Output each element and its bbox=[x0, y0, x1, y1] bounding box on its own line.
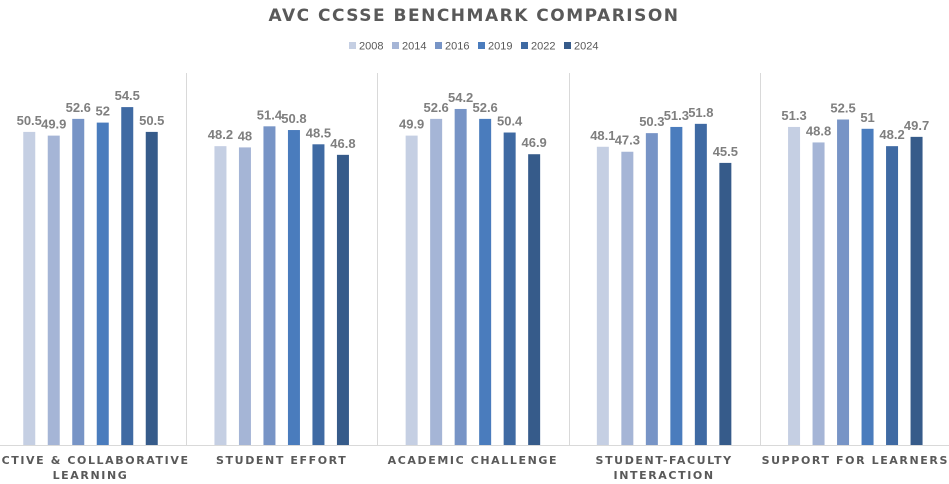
bar-2016 bbox=[454, 108, 467, 446]
bar-2016 bbox=[72, 118, 85, 445]
legend-label-2014: 2014 bbox=[402, 41, 426, 53]
data-label-2014: 47.3 bbox=[615, 133, 640, 148]
category-label: SUPPORT FOR LEARNERS bbox=[762, 454, 949, 467]
legend-swatch-2008 bbox=[349, 42, 356, 49]
data-label-2014: 52.6 bbox=[423, 100, 448, 115]
category-label: ACADEMIC CHALLENGE bbox=[388, 454, 559, 467]
bar-2008 bbox=[214, 146, 227, 445]
legend-label-2016: 2016 bbox=[445, 41, 469, 53]
legend-swatch-2016 bbox=[435, 42, 442, 49]
legend-swatch-2024 bbox=[564, 42, 571, 49]
data-label-2014: 49.9 bbox=[41, 117, 66, 132]
category-label: LEARNING bbox=[53, 469, 129, 482]
data-label-2022: 48.2 bbox=[879, 127, 904, 142]
group-dividers bbox=[186, 73, 761, 445]
bar-2019 bbox=[96, 122, 109, 445]
bar-2008 bbox=[788, 126, 801, 445]
category-label: STUDENT-FACULTY bbox=[596, 454, 733, 467]
legend-swatch-2014 bbox=[392, 42, 399, 49]
bar-2008 bbox=[23, 131, 36, 445]
bar-2022 bbox=[312, 144, 325, 446]
category-labels: ACTIVE & COLLABORATIVE LEARNING STUDENT EF… bbox=[0, 454, 949, 482]
bar-2016 bbox=[263, 126, 276, 445]
bar-2022 bbox=[503, 132, 516, 445]
data-label-2014: 48 bbox=[238, 128, 252, 143]
data-label-2024: 46.9 bbox=[521, 135, 546, 150]
bar-2022 bbox=[694, 123, 707, 445]
data-label-2022: 48.5 bbox=[306, 125, 331, 140]
data-label-2022: 50.4 bbox=[497, 114, 523, 129]
data-label-2016: 52.5 bbox=[830, 101, 855, 116]
bar-2024 bbox=[719, 162, 732, 445]
data-label-2024: 45.5 bbox=[713, 144, 738, 159]
bar-2019 bbox=[670, 126, 683, 445]
data-label-2024: 46.8 bbox=[330, 136, 355, 151]
data-label-2019: 52.6 bbox=[472, 100, 497, 115]
bar-2014 bbox=[621, 151, 634, 446]
data-label-2022: 54.5 bbox=[115, 88, 140, 103]
data-label-2008: 50.5 bbox=[17, 113, 42, 128]
data-label-2016: 54.2 bbox=[448, 90, 473, 105]
bar-2008 bbox=[405, 135, 418, 445]
data-label-2024: 49.7 bbox=[904, 118, 929, 133]
category-label: ACTIVE & COLLABORATIVE bbox=[0, 454, 190, 467]
data-label-2008: 48.1 bbox=[590, 128, 615, 143]
bar-2019 bbox=[861, 128, 874, 446]
bar-2019 bbox=[479, 118, 492, 445]
data-label-2014: 48.8 bbox=[806, 123, 831, 138]
bar-2014 bbox=[47, 135, 60, 445]
bars bbox=[23, 107, 923, 446]
legend-swatch-2019 bbox=[478, 42, 485, 49]
bar-2022 bbox=[121, 107, 134, 445]
legend-label-2008: 2008 bbox=[359, 41, 383, 53]
bar-2008 bbox=[596, 146, 609, 445]
data-label-2019: 51 bbox=[860, 110, 874, 125]
legend-label-2019: 2019 bbox=[488, 41, 512, 53]
data-label-2016: 51.4 bbox=[257, 107, 283, 122]
data-label-2008: 49.9 bbox=[399, 117, 424, 132]
bar-2014 bbox=[430, 118, 443, 445]
bar-2024 bbox=[528, 154, 541, 445]
legend-swatch-2022 bbox=[521, 42, 528, 49]
bar-2022 bbox=[886, 146, 899, 445]
bar-2014 bbox=[812, 142, 825, 445]
data-label-2022: 51.8 bbox=[688, 105, 713, 120]
data-label-2024: 50.5 bbox=[139, 113, 164, 128]
category-label: STUDENT EFFORT bbox=[216, 454, 347, 467]
data-label-2016: 52.6 bbox=[66, 100, 91, 115]
bar-2016 bbox=[645, 133, 658, 445]
legend: 2008 2014 2016 2019 2022 2024 bbox=[349, 41, 598, 53]
data-label-2019: 52 bbox=[96, 104, 110, 119]
data-label-2019: 51.3 bbox=[664, 108, 689, 123]
category-label: INTERACTION bbox=[614, 469, 715, 482]
data-label-2016: 50.3 bbox=[639, 114, 664, 129]
chart-title: AVC CCSSE BENCHMARK COMPARISON bbox=[268, 6, 679, 26]
data-label-2008: 48.2 bbox=[208, 127, 233, 142]
bar-2024 bbox=[336, 154, 349, 445]
data-label-2019: 50.8 bbox=[281, 111, 306, 126]
legend-label-2022: 2022 bbox=[531, 41, 555, 53]
legend-label-2024: 2024 bbox=[574, 41, 598, 53]
bar-2014 bbox=[238, 147, 251, 445]
bar-2019 bbox=[287, 130, 300, 446]
bar-2016 bbox=[837, 119, 850, 445]
data-label-2008: 51.3 bbox=[781, 108, 806, 123]
bar-2024 bbox=[145, 131, 158, 445]
bar-2024 bbox=[910, 136, 923, 446]
